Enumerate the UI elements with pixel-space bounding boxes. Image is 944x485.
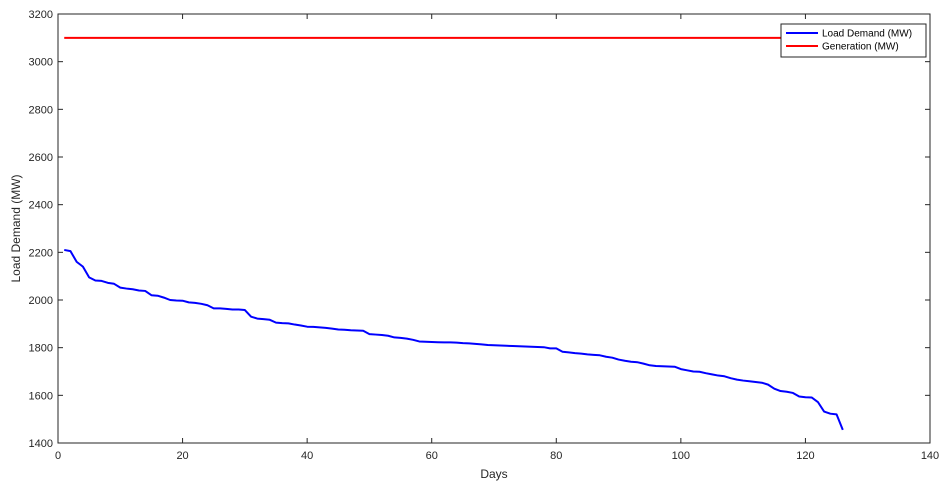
y-tick-label: 2000 xyxy=(29,295,53,307)
y-tick-label: 2400 xyxy=(29,200,53,212)
legend: Load Demand (MW) Generation (MW) xyxy=(780,23,927,58)
y-axis-label: Load Demand (MW) xyxy=(9,174,23,282)
plot-area xyxy=(57,13,931,444)
x-tick-label: 40 xyxy=(301,450,313,462)
x-tick-label: 80 xyxy=(550,450,562,462)
legend-box xyxy=(780,23,927,58)
y-tick-label: 2200 xyxy=(29,247,53,259)
y-tick-label: 1400 xyxy=(29,438,53,450)
series-layer xyxy=(64,36,844,431)
x-tick-label: 120 xyxy=(796,450,814,462)
y-tick-label: 1600 xyxy=(29,390,53,402)
series-line-0 xyxy=(64,248,844,431)
y-axis-ticks: 1400 1600 1800 2000 2200 2400 2600 2800 3000 3200 xyxy=(29,9,930,450)
y-tick-label: 3000 xyxy=(29,57,53,69)
legend-label-generation: Generation (MW) xyxy=(822,42,899,53)
x-tick-label: 60 xyxy=(426,450,438,462)
x-axis-ticks: 0 20 40 60 80 100 120 140 xyxy=(55,14,939,462)
x-tick-label: 0 xyxy=(55,450,61,462)
y-tick-label: 2800 xyxy=(29,104,53,116)
x-axis-label: Days xyxy=(480,467,507,481)
x-tick-label: 100 xyxy=(672,450,690,462)
legend-label-load-demand: Load Demand (MW) xyxy=(822,29,912,40)
y-tick-label: 2600 xyxy=(29,152,53,164)
y-tick-label: 1800 xyxy=(29,343,53,355)
y-tick-label: 3200 xyxy=(29,9,53,21)
x-tick-label: 20 xyxy=(176,450,188,462)
x-tick-label: 140 xyxy=(921,450,939,462)
